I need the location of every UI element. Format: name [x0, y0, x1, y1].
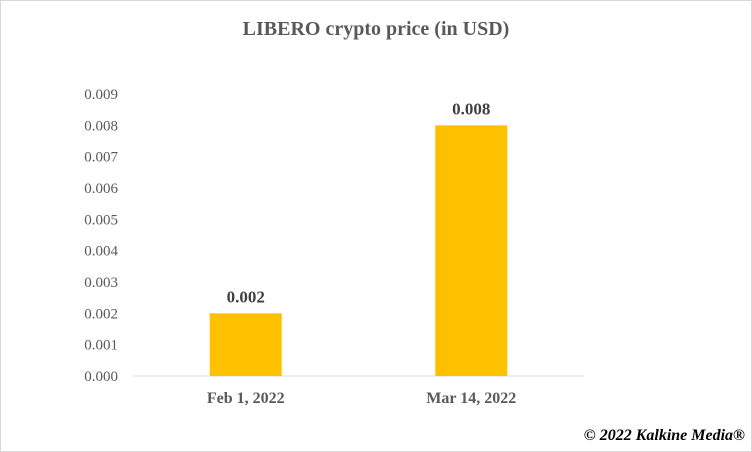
bar — [435, 125, 508, 376]
data-label: 0.008 — [452, 99, 490, 118]
bar — [209, 313, 282, 376]
chart-title: LIBERO crypto price (in USD) — [242, 18, 510, 40]
x-category-label: Feb 1, 2022 — [207, 390, 285, 407]
y-tick-label: 0.000 — [84, 369, 118, 385]
copyright-notice: © 2022 Kalkine Media® — [583, 427, 745, 444]
y-tick-label: 0.005 — [84, 212, 118, 228]
y-tick-label: 0.001 — [84, 338, 118, 354]
y-tick-label: 0.003 — [84, 275, 118, 291]
y-tick-label: 0.009 — [84, 87, 118, 103]
x-category-label: Mar 14, 2022 — [426, 390, 516, 407]
y-tick-label: 0.004 — [84, 244, 118, 260]
y-tick-label: 0.007 — [84, 150, 118, 166]
data-label: 0.002 — [227, 287, 265, 306]
y-tick-label: 0.002 — [84, 306, 118, 322]
y-tick-label: 0.006 — [84, 181, 118, 197]
y-tick-label: 0.008 — [84, 118, 118, 134]
